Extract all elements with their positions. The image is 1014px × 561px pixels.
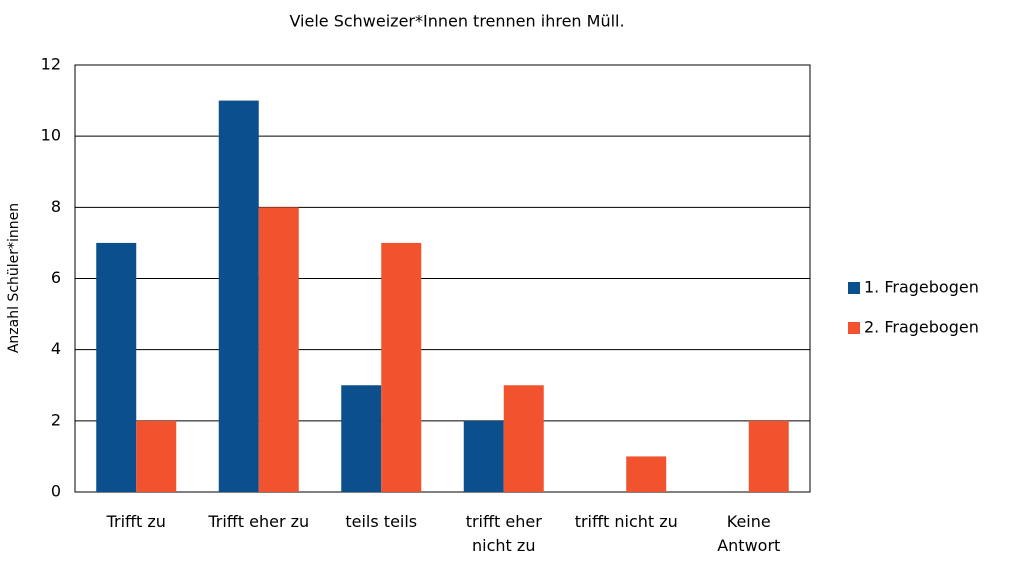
bar: [503, 385, 544, 492]
bar: [218, 100, 259, 492]
y-axis-label: Anzahl Schüler*innen: [6, 203, 22, 353]
y-tick-label: 0: [51, 482, 61, 501]
x-tick-label: Keine Antwort: [717, 512, 781, 555]
x-tick-label: trifft eher nicht zu: [465, 512, 542, 555]
y-tick-label: 2: [51, 410, 61, 429]
y-tick-label: 10: [41, 126, 61, 145]
plot-border: [74, 64, 811, 493]
x-tick-label: teils teils: [345, 512, 418, 531]
bar: [748, 420, 789, 492]
bar: [341, 385, 382, 492]
y-tick-label: 8: [51, 197, 61, 216]
x-tick-label: trifft nicht zu: [574, 512, 678, 531]
x-tick-label: Trifft eher zu: [208, 512, 310, 531]
bar: [463, 420, 504, 492]
chart-title: Viele Schweizer*Innen trennen ihren Müll…: [289, 12, 624, 31]
y-tick-label: 6: [51, 268, 61, 287]
legend-swatch: [848, 322, 860, 334]
bar: [258, 207, 299, 493]
bar: [381, 242, 422, 492]
bar: [96, 242, 137, 492]
legend-label: 1. Fragebogen: [864, 278, 979, 297]
y-tick-label: 4: [51, 339, 61, 358]
bar: [136, 420, 177, 492]
y-tick-label: 12: [41, 55, 61, 74]
legend-swatch: [848, 282, 860, 294]
x-tick-label: Trifft zu: [106, 512, 166, 531]
bar: [626, 456, 667, 492]
legend-label: 2. Fragebogen: [864, 318, 979, 337]
